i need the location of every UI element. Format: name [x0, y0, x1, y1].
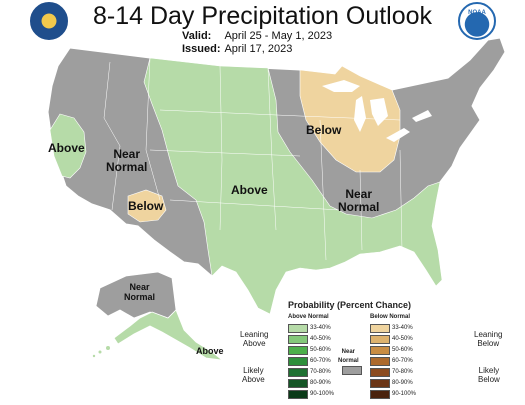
below-southwest-region — [127, 189, 167, 223]
issued-label: Issued: — [182, 43, 221, 55]
legend-above-label-6: 90-100% — [310, 391, 335, 397]
page-title: 8-14 Day Precipitation Outlook — [92, 2, 433, 30]
legend-below-swatch-5 — [370, 379, 390, 388]
legend-below-swatch-1 — [370, 335, 390, 344]
legend-leaning-above: Leaning Above — [240, 330, 268, 348]
alaska-above — [113, 309, 224, 361]
label-near-normal-west-2: Normal — [106, 160, 148, 174]
legend-below-label-2: 50-60% — [392, 347, 413, 353]
above-central-region — [143, 57, 443, 315]
legend-above-swatch-3 — [288, 357, 308, 366]
legend-below-swatch-6 — [370, 390, 390, 399]
issued-value: April 17, 2023 — [224, 43, 293, 55]
label-near-normal-east-1: Near — [345, 187, 373, 201]
legend-near-normal: Near Normal — [338, 348, 359, 366]
label-above-central: Above — [231, 183, 268, 197]
legend-leaning-below-2: Below — [477, 339, 500, 348]
legend-below-label-3: 60-70% — [392, 358, 413, 364]
label-near-normal-west: Near Normal — [106, 148, 147, 174]
legend-leaning-above-2: Above — [242, 339, 266, 348]
label-near-normal-west-1: Near — [113, 147, 141, 161]
state-borders — [103, 57, 403, 261]
legend-above-label-5: 80-90% — [310, 380, 331, 386]
legend-above-label-1: 40-50% — [310, 336, 331, 342]
legend: Probability (Percent Chance) Above Norma… — [238, 300, 520, 404]
date-info: Valid: April 25 - May 1, 2023 Issued: Ap… — [182, 30, 332, 56]
legend-likely-above-1: Likely — [243, 366, 264, 375]
legend-below-label-5: 80-90% — [392, 380, 413, 386]
label-below-southwest: Below — [128, 199, 164, 213]
legend-above-swatch-1 — [288, 335, 308, 344]
label-near-normal-alaska-1: Near — [129, 282, 150, 292]
legend-below-label-0: 33-40% — [392, 325, 413, 331]
legend-below-swatch-2 — [370, 346, 390, 355]
legend-below-label-4: 70-80% — [392, 369, 413, 375]
noaa-logo: NOAA — [458, 2, 496, 40]
great-lakes-water — [322, 80, 432, 142]
legend-below-swatch-0 — [370, 324, 390, 333]
above-west-coast-region — [49, 113, 87, 179]
legend-above-swatch-5 — [288, 379, 308, 388]
legend-above-header: Above Normal — [288, 314, 329, 320]
legend-above-swatch-4 — [288, 368, 308, 377]
label-above-west: Above — [48, 141, 85, 155]
legend-above-swatch-0 — [288, 324, 308, 333]
legend-likely-below-1: Likely — [478, 366, 500, 375]
label-near-normal-alaska: Near Normal — [124, 282, 155, 302]
legend-likely-above: Likely Above — [242, 366, 265, 384]
legend-near-normal-swatch — [342, 366, 362, 375]
legend-below-swatch-4 — [370, 368, 390, 377]
label-near-normal-east: Near Normal — [338, 188, 379, 214]
legend-above-label-2: 50-60% — [310, 347, 331, 353]
legend-above-label-0: 33-40% — [310, 325, 331, 331]
legend-leaning-above-1: Leaning — [240, 330, 269, 339]
aleutian-islands — [92, 346, 110, 358]
legend-below-label-6: 90-100% — [392, 391, 417, 397]
legend-leaning-below-1: Leaning — [474, 330, 503, 339]
legend-likely-below-2: Below — [478, 375, 500, 384]
legend-above-swatch-2 — [288, 346, 308, 355]
label-near-normal-east-2: Normal — [338, 200, 380, 214]
valid-value: April 25 - May 1, 2023 — [224, 30, 333, 42]
legend-likely-above-2: Above — [242, 375, 265, 384]
valid-label: Valid: — [182, 30, 212, 42]
legend-below-header: Below Normal — [370, 314, 411, 320]
legend-title: Probability (Percent Chance) — [288, 300, 412, 310]
legend-below-label-1: 40-50% — [392, 336, 413, 342]
department-of-commerce-seal — [30, 2, 68, 40]
legend-below-swatch-3 — [370, 357, 390, 366]
legend-above-swatch-6 — [288, 390, 308, 399]
legend-near-normal-2: Normal — [338, 358, 359, 364]
legend-near-normal-1: Near — [341, 349, 355, 355]
label-near-normal-alaska-2: Normal — [124, 292, 156, 302]
below-great-lakes-region — [299, 65, 401, 173]
legend-above-label-4: 70-80% — [310, 369, 331, 375]
legend-likely-below: Likely Below — [478, 366, 500, 384]
legend-above-label-3: 60-70% — [310, 358, 331, 364]
noaa-logo-text: NOAA — [468, 10, 486, 16]
label-above-alaska: Above — [196, 346, 224, 356]
legend-leaning-below: Leaning Below — [474, 330, 502, 348]
label-below-great-lakes: Below — [306, 123, 342, 137]
